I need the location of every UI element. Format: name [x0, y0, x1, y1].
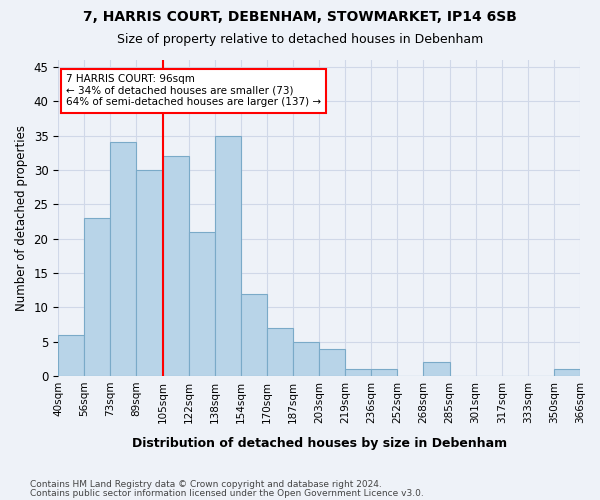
- Text: Contains public sector information licensed under the Open Government Licence v3: Contains public sector information licen…: [30, 488, 424, 498]
- Bar: [136, 170, 163, 376]
- Bar: [163, 156, 188, 376]
- Bar: [84, 218, 110, 376]
- Bar: [58, 335, 84, 376]
- Bar: [345, 370, 371, 376]
- Bar: [241, 294, 267, 376]
- Bar: [215, 136, 241, 376]
- Bar: [424, 362, 449, 376]
- Bar: [110, 142, 136, 376]
- Bar: [319, 348, 345, 376]
- Text: Size of property relative to detached houses in Debenham: Size of property relative to detached ho…: [117, 32, 483, 46]
- Bar: [188, 232, 215, 376]
- Text: Contains HM Land Registry data © Crown copyright and database right 2024.: Contains HM Land Registry data © Crown c…: [30, 480, 382, 489]
- X-axis label: Distribution of detached houses by size in Debenham: Distribution of detached houses by size …: [131, 437, 506, 450]
- Text: 7 HARRIS COURT: 96sqm
← 34% of detached houses are smaller (73)
64% of semi-deta: 7 HARRIS COURT: 96sqm ← 34% of detached …: [66, 74, 321, 108]
- Bar: [554, 370, 580, 376]
- Bar: [371, 370, 397, 376]
- Bar: [293, 342, 319, 376]
- Y-axis label: Number of detached properties: Number of detached properties: [15, 125, 28, 311]
- Bar: [267, 328, 293, 376]
- Text: 7, HARRIS COURT, DEBENHAM, STOWMARKET, IP14 6SB: 7, HARRIS COURT, DEBENHAM, STOWMARKET, I…: [83, 10, 517, 24]
